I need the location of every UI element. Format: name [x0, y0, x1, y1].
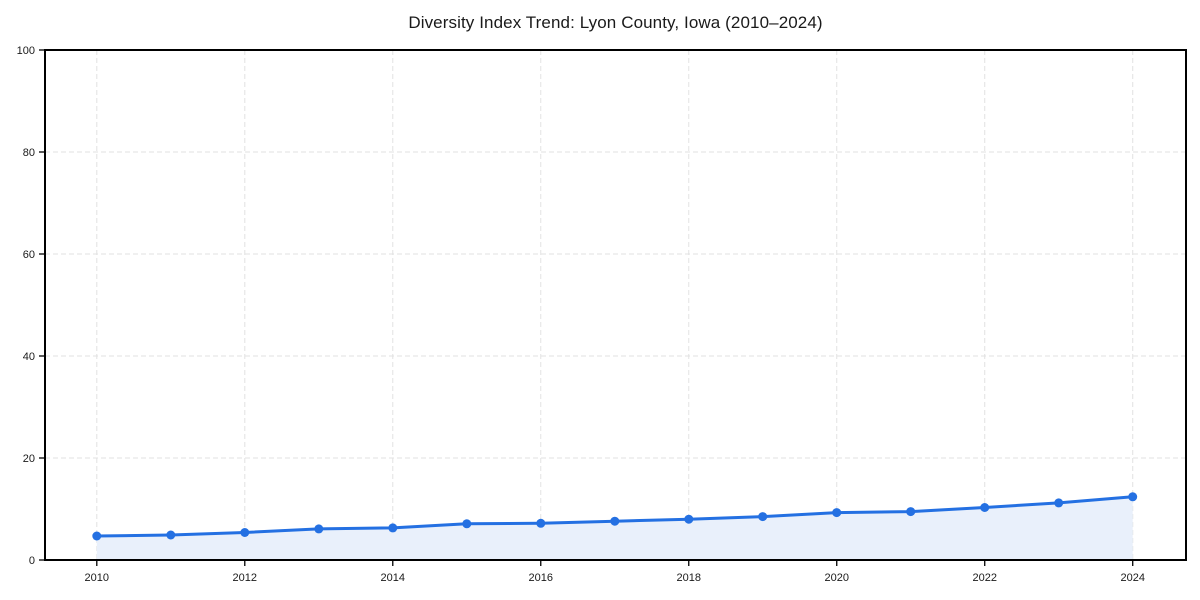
- y-tick-label: 20: [23, 453, 35, 465]
- data-point: [462, 519, 472, 529]
- y-tick-label: 100: [17, 45, 35, 57]
- area-fill: [96, 496, 1133, 560]
- data-point: [166, 530, 176, 540]
- data-point: [536, 518, 546, 528]
- y-tick-label: 80: [23, 147, 35, 159]
- x-tick-label: 2022: [972, 572, 996, 584]
- data-point: [1054, 498, 1064, 508]
- data-point: [906, 507, 916, 517]
- data-point: [92, 531, 102, 541]
- data-point: [388, 523, 398, 533]
- plot-border: [44, 49, 1187, 561]
- data-point: [314, 524, 324, 534]
- y-tick-label: 40: [23, 351, 35, 363]
- chart-title: Diversity Index Trend: Lyon County, Iowa…: [408, 13, 823, 32]
- x-tick-label: 2014: [381, 572, 405, 584]
- x-tick-label: 2020: [825, 572, 849, 584]
- y-tick-label: 0: [29, 555, 35, 567]
- data-point: [832, 508, 842, 518]
- y-tick-label: 60: [23, 249, 35, 261]
- x-tick-label: 2018: [677, 572, 701, 584]
- x-tick-label: 2010: [85, 572, 109, 584]
- data-point: [758, 512, 768, 522]
- data-point: [980, 503, 990, 512]
- data-point: [684, 514, 694, 524]
- data-point: [610, 516, 620, 526]
- data-point: [1128, 492, 1138, 502]
- data-point: [240, 528, 250, 537]
- x-tick-label: 2016: [529, 572, 553, 584]
- x-tick-label: 2024: [1120, 572, 1144, 584]
- x-tick-label: 2012: [233, 572, 257, 584]
